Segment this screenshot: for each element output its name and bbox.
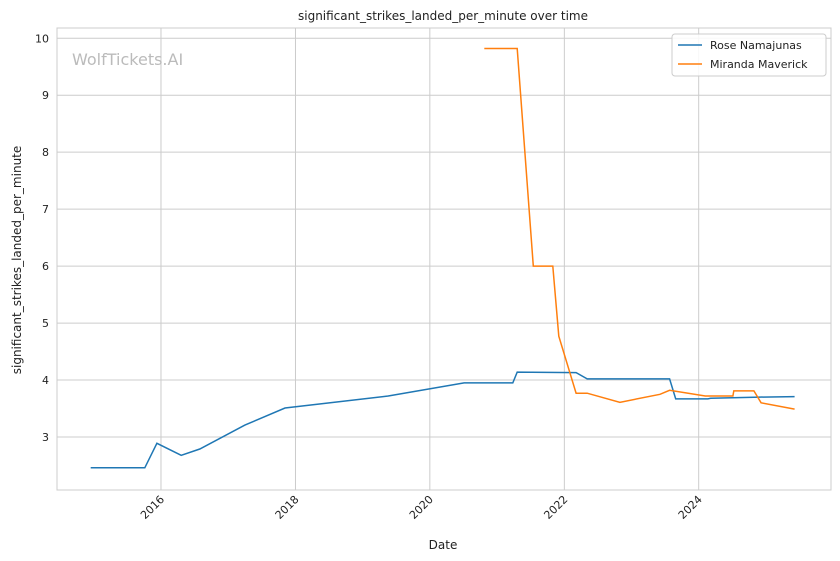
series-line-1 bbox=[484, 47, 795, 410]
y-axis-label: significant_strikes_landed_per_minute bbox=[10, 146, 24, 375]
y-tick-label: 8 bbox=[42, 146, 49, 159]
watermark: WolfTickets.AI bbox=[72, 50, 183, 69]
legend: Rose Namajunas Miranda Maverick bbox=[671, 33, 827, 77]
y-tick-label: 10 bbox=[35, 32, 49, 45]
x-tick-label: 2024 bbox=[676, 493, 705, 522]
y-tick-label: 5 bbox=[42, 317, 49, 330]
y-tick-label: 6 bbox=[42, 260, 49, 273]
x-tick-label: 2018 bbox=[273, 493, 302, 522]
plot-area bbox=[56, 27, 832, 491]
legend-label-miranda: Miranda Maverick bbox=[710, 58, 808, 71]
y-tick-label: 7 bbox=[42, 203, 49, 216]
series-line-0 bbox=[90, 371, 795, 469]
y-tick-label: 4 bbox=[42, 374, 49, 387]
chart-title: significant_strikes_landed_per_minute ov… bbox=[298, 9, 588, 23]
legend-label-rose: Rose Namajunas bbox=[710, 39, 802, 52]
x-tick-label: 2016 bbox=[138, 493, 167, 522]
y-tick-label: 3 bbox=[42, 431, 49, 444]
y-tick-label: 9 bbox=[42, 89, 49, 102]
x-axis-label: Date bbox=[429, 538, 458, 552]
x-tick-label: 2020 bbox=[407, 493, 436, 522]
x-tick-label: 2022 bbox=[541, 493, 570, 522]
